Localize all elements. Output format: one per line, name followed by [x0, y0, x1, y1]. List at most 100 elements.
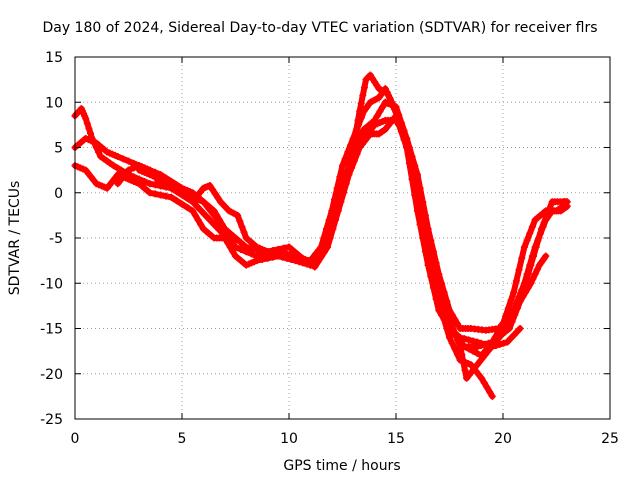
data-point-marker — [532, 243, 540, 251]
data-point-marker — [359, 91, 367, 99]
data-point-marker — [458, 351, 466, 359]
data-point-marker — [151, 190, 159, 198]
data-point-marker — [345, 171, 353, 179]
data-point-marker — [178, 200, 186, 208]
data-point-marker — [443, 320, 451, 328]
data-point-marker — [85, 124, 93, 132]
data-point-marker — [324, 243, 332, 251]
chart-title: Day 180 of 2024, Sidereal Day-to-day VTE… — [42, 20, 597, 36]
data-point-marker — [334, 207, 342, 215]
data-point-marker — [95, 148, 103, 156]
data-point-marker — [253, 252, 261, 260]
x-tick-label: 25 — [601, 431, 619, 447]
data-point-marker — [516, 325, 524, 332]
data-point-marker — [405, 159, 413, 167]
data-point-marker — [481, 340, 489, 348]
data-point-marker — [218, 220, 226, 228]
data-point-marker — [429, 284, 437, 292]
data-point-marker — [337, 198, 345, 206]
data-point-marker — [240, 228, 248, 236]
data-point-marker — [419, 234, 427, 242]
y-tick-label: 15 — [45, 50, 63, 66]
data-point-marker — [206, 182, 214, 190]
y-tick-labels: -25 -20 -15 -10 -5 0 5 10 15 — [40, 50, 63, 428]
data-point-marker — [440, 297, 448, 305]
data-point-marker — [408, 175, 416, 183]
data-point-marker — [397, 128, 405, 136]
data-point-marker — [506, 335, 514, 343]
data-point-marker — [519, 293, 527, 301]
data-point-marker — [497, 331, 505, 339]
data-point-marker — [496, 325, 504, 332]
data-point-marker — [326, 234, 334, 242]
data-point-marker — [461, 366, 469, 374]
data-point-marker — [527, 261, 535, 269]
data-point-marker — [465, 336, 473, 344]
data-point-marker — [435, 279, 443, 287]
data-point-marker — [403, 144, 411, 151]
data-point-marker — [237, 245, 245, 253]
data-point-marker — [427, 245, 435, 253]
data-point-marker — [524, 270, 532, 278]
x-tick-label: 0 — [71, 431, 80, 447]
data-point-marker — [191, 211, 199, 219]
data-point-marker — [449, 329, 457, 337]
data-point-marker — [114, 153, 122, 161]
data-point-marker — [540, 218, 548, 226]
data-point-marker — [527, 279, 535, 287]
data-point-marker — [213, 211, 221, 219]
data-point-marker — [413, 207, 421, 215]
data-point-marker — [242, 248, 250, 256]
data-point-marker — [162, 192, 170, 200]
data-point-marker — [280, 244, 288, 252]
x-tick-label: 20 — [494, 431, 512, 447]
data-point-marker — [110, 162, 118, 170]
x-tick-labels: 0 5 10 15 20 25 — [71, 431, 619, 447]
data-point-marker — [229, 239, 237, 247]
x-tick-label: 5 — [178, 431, 187, 447]
x-tick-label: 15 — [387, 431, 405, 447]
data-point-marker — [264, 248, 272, 256]
data-point-marker — [538, 225, 546, 233]
data-point-marker — [503, 338, 511, 346]
data-point-marker — [210, 220, 218, 228]
data-point-marker — [379, 103, 387, 111]
data-point-marker — [119, 155, 127, 163]
series-track-6 — [456, 252, 550, 351]
data-point-marker — [189, 207, 197, 215]
data-point-marker — [507, 296, 515, 304]
data-point-marker — [437, 288, 445, 296]
data-point-marker — [563, 198, 571, 206]
data-point-marker — [311, 263, 319, 271]
data-point-marker — [473, 349, 481, 357]
y-tick-label: 10 — [45, 95, 63, 111]
data-point-marker — [477, 341, 485, 349]
data-point-marker — [395, 120, 403, 128]
data-point-marker — [437, 311, 445, 319]
data-point-marker — [332, 216, 340, 224]
data-point-marker — [355, 121, 363, 129]
data-point-marker — [141, 177, 149, 185]
data-point-marker — [511, 311, 519, 319]
data-point-marker — [432, 295, 440, 303]
data-point-marker — [183, 203, 191, 211]
data-point-marker — [504, 304, 512, 312]
data-point-marker — [480, 379, 488, 387]
data-point-marker — [303, 258, 311, 266]
y-axis-label: SDTVAR / TECUs — [7, 181, 23, 296]
data-point-marker — [486, 388, 494, 396]
data-point-marker — [508, 318, 516, 326]
data-point-marker — [226, 234, 234, 242]
data-point-marker — [518, 254, 526, 262]
data-point-marker — [526, 229, 534, 237]
data-point-marker — [446, 334, 453, 342]
data-point-marker — [296, 252, 304, 260]
data-point-marker — [125, 157, 132, 165]
data-point-marker — [232, 243, 239, 251]
data-point-marker — [269, 246, 277, 254]
data-point-marker — [515, 266, 523, 274]
data-point-marker — [535, 234, 543, 242]
data-point-marker — [493, 335, 501, 343]
data-point-marker — [340, 189, 348, 197]
data-point-marker — [348, 164, 356, 172]
